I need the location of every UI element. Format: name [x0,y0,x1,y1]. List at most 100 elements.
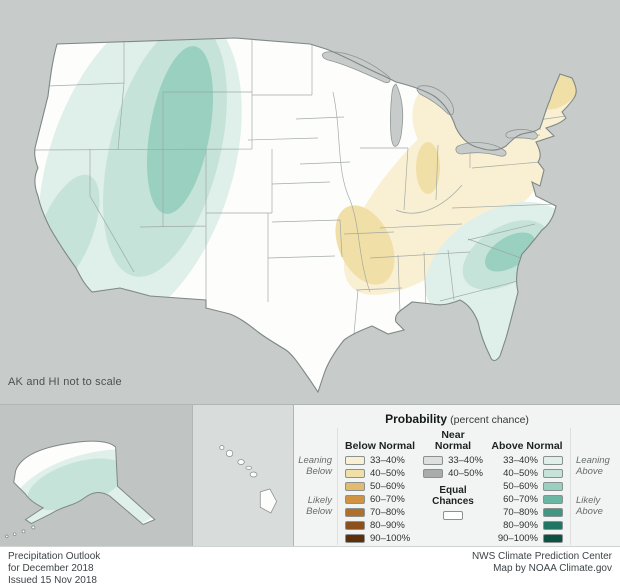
alaska-inset-map [0,405,193,546]
legend-row-above-40-50: 40–50% [484,467,570,480]
legend-row-below-33-40: 33–40% [338,454,422,467]
lake-huron [416,85,454,116]
above-80-90-swatch [543,521,563,530]
hawaii-island [245,465,253,470]
above-annotations: Leaning Above Likely Above [570,428,616,545]
below-normal-header: Below Normal [344,440,415,452]
above-60-70-swatch [543,495,563,504]
lake-erie [455,142,507,157]
below-40-50-swatch [345,469,365,478]
insets-and-legend-strip: Probability (percent chance) Leaning Bel… [0,404,620,546]
below-annotations: Leaning Below Likely Below [298,428,338,545]
legend-title-suffix: (percent chance) [450,414,529,426]
legend-row-near-40-50: 40–50% [422,467,484,480]
legend-row-below-70-80: 70–80% [338,506,422,519]
aleutian-islands [5,525,36,538]
state-borders [34,40,567,335]
alaska-inset-svg [5,440,156,538]
above-50-60-label: 50–60% [503,481,538,492]
leaning-above-label: Leaning Above [576,455,610,477]
below-50-60-swatch [345,482,365,491]
footer-left: Precipitation Outlook for December 2018 … [8,551,100,585]
legend-row-below-50-60: 50–60% [338,480,422,493]
below-80-90-label: 80–90% [370,520,405,531]
below-60-70-swatch [345,495,365,504]
legend-title-main: Probability [385,412,448,426]
above-90-100-swatch [543,534,563,543]
lake-superior [322,51,391,83]
near-normal-column: Near Normal 33–40% 40–50% Equal Chances [422,428,484,545]
near-33-40-label: 33–40% [448,455,483,466]
footer-source: NWS Climate Prediction Center [471,551,612,562]
legend-row-above-70-80: 70–80% [484,506,570,519]
footer-credit: Map by NOAA Climate.gov [493,563,612,574]
legend-row-above-60-70: 60–70% [484,493,570,506]
below-90-100-label: 90–100% [370,533,411,544]
below-70-80-label: 70–80% [370,507,405,518]
legend-row-below-60-70: 60–70% [338,493,422,506]
above-50-60-swatch [543,482,563,491]
hawaii-inset-svg [219,445,278,514]
scale-note: AK and HI not to scale [8,376,122,388]
below-90-100-swatch [345,534,365,543]
footer-title: Precipitation Outlook [8,551,101,562]
legend-row-above-90-100: 90–100% [484,532,570,545]
below-normal-column: Below Normal 33–40% 40–50% 50–60% [338,428,422,545]
below-40-50-band-ozarks [335,205,395,285]
legend-row-above-80-90: 80–90% [484,519,570,532]
legend-row-below-80-90: 80–90% [338,519,422,532]
below-33-40-label: 33–40% [370,455,405,466]
above-90-100-label: 90–100% [497,533,538,544]
legend-grid: Leaning Below Likely Below Below Normal … [294,426,620,545]
footer-issued: Issued 15 Nov 2018 [8,575,97,585]
below-50-60-label: 50–60% [370,481,405,492]
legend-title: Probability (percent chance) [294,405,620,426]
hawaii-islands [219,445,278,514]
below-33-40-swatch [345,456,365,465]
above-40-50-label: 40–50% [503,468,538,479]
above-33-40-label: 33–40% [503,455,538,466]
leaning-below-label: Leaning Below [298,455,332,477]
footer-right: NWS Climate Prediction Center Map by NOA… [472,551,612,585]
legend-row-below-90-100: 90–100% [338,532,422,545]
near-normal-header: Near Normal [434,429,472,452]
conus-map: AK and HI not to scale NOAA [0,0,620,404]
above-normal-header: Above Normal [491,440,563,452]
likely-below-label: Likely Below [306,495,332,517]
hawaii-island-big [259,488,278,514]
conus-outline [34,37,577,394]
below-40-50-label: 40–50% [370,468,405,479]
equal-chances-swatch [443,511,463,520]
legend-panel: Probability (percent chance) Leaning Bel… [293,405,620,546]
hawaii-island [249,471,258,478]
alaska-outline [13,440,156,526]
legend-row-near-33-40: 33–40% [422,454,484,467]
above-70-80-label: 70–80% [503,507,538,518]
near-40-50-swatch [423,469,444,478]
footer: Precipitation Outlook for December 2018 … [0,546,620,585]
conus-map-svg [34,37,577,394]
lake-michigan [390,83,404,147]
near-40-50-label: 40–50% [448,468,483,479]
hawaii-island [225,449,234,458]
hawaii-island [219,445,225,451]
likely-above-label: Likely Above [576,495,603,517]
footer-period: for December 2018 [8,563,94,574]
below-60-70-label: 60–70% [370,494,405,505]
above-40-50-swatch [543,469,563,478]
below-70-80-swatch [345,508,365,517]
near-33-40-swatch [423,456,444,465]
legend-row-above-50-60: 50–60% [484,480,570,493]
above-50-60-band-southeast [484,232,536,272]
below-40-50-band-indiana [416,142,440,194]
legend-row-below-40-50: 40–50% [338,467,422,480]
hawaii-inset-map [192,405,293,546]
equal-chances-label: Equal Chances [432,485,474,507]
below-80-90-swatch [345,521,365,530]
above-60-70-label: 60–70% [503,494,538,505]
legend-row-above-33-40: 33–40% [484,454,570,467]
above-70-80-swatch [543,508,563,517]
above-33-40-swatch [543,456,563,465]
noaa-logo: NOAA [570,356,608,394]
